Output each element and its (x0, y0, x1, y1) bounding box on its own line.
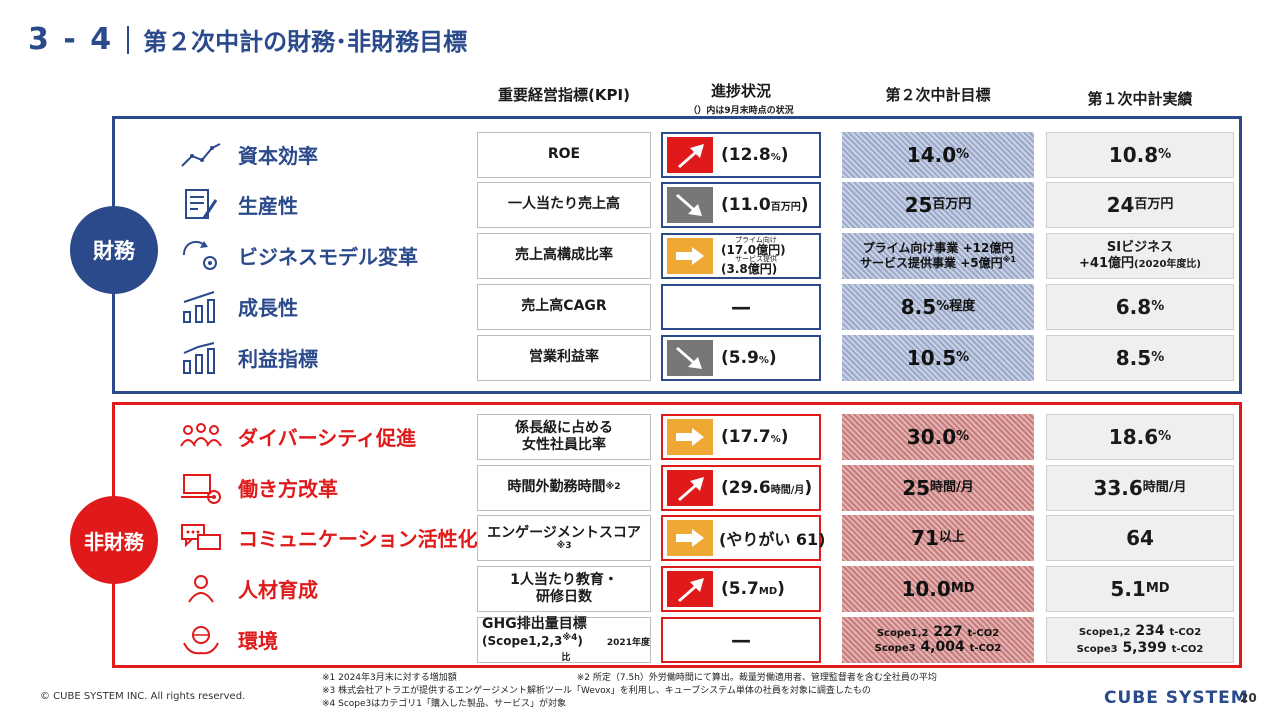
bar-trend-icon (183, 342, 215, 374)
arrow-down-icon (667, 340, 713, 376)
column-header-kpi: 重要経営指標(KPI) (498, 86, 630, 104)
category-label: 働き方改革 (238, 477, 338, 501)
document-edit-icon (185, 189, 218, 219)
table-row: 成長性 売上高CAGR — 8.5 %程度 6.8% (0, 284, 1280, 330)
table-row: 働き方改革 時間外勤務時間 ※2 (29.6時間/月) 25 時間/月 33.6 時間… (0, 465, 1280, 511)
column-header-target: 第２次中計目標 (885, 86, 991, 104)
kpi-cell: 営業利益率 (477, 335, 651, 381)
result-cell: 8.5% (1046, 335, 1234, 381)
page-number: 20 (1240, 691, 1257, 705)
target-cell: 10.5% (842, 335, 1034, 381)
arrow-up-icon (667, 137, 713, 173)
result-cell: 5.1 MD (1046, 566, 1234, 612)
column-header-result: 第１次中計実績 (1087, 90, 1193, 108)
table-row: 人材育成 1人当たり教育・ 研修日数 (5.7MD) 10.0 MD 5.1 MD (0, 566, 1280, 612)
table-row: コミュニケーション活性化 エンゲージメントスコア ※3 (やりがい 61) 71 以… (0, 515, 1280, 561)
result-cell: SIビジネス +41億円(2020年度比) (1046, 233, 1234, 279)
table-row: ダイバーシティ促進 係長級に占める 女性社員比率 (17.7%) 30.0% 18… (0, 414, 1280, 460)
category-label: 成長性 (238, 296, 298, 320)
target-cell: Scope1,2 227 t-CO2 Scope3 4,004 t-CO2 (842, 617, 1034, 663)
arrow-up-icon (667, 571, 713, 607)
kpi-cell: 売上高構成比率 (477, 233, 651, 279)
result-cell: 18.6% (1046, 414, 1234, 460)
kpi-cell: 時間外勤務時間 ※2 (477, 465, 651, 511)
person-icon (188, 575, 214, 603)
result-cell: 6.8% (1046, 284, 1234, 330)
arrow-right-icon (667, 419, 713, 455)
result-cell: 33.6 時間/月 (1046, 465, 1234, 511)
progress-subtitle: （）内は9月末時点の状況 (688, 106, 794, 116)
result-cell: 64 (1046, 515, 1234, 561)
progress-cell: — (661, 284, 821, 330)
result-cell: Scope1,2 234 t-CO2 Scope3 5,399 t-CO2 (1046, 617, 1234, 663)
target-cell: 71 以上 (842, 515, 1034, 561)
kpi-cell: 売上高CAGR (477, 284, 651, 330)
laptop-gear-icon (181, 474, 221, 504)
arrow-right-icon (667, 238, 713, 274)
category-label: 環境 (238, 629, 278, 653)
category-label: ダイバーシティ促進 (238, 426, 416, 450)
header-divider (127, 25, 130, 54)
kpi-cell: 係長級に占める 女性社員比率 (477, 414, 651, 460)
section-number: 3 - 4 (28, 22, 114, 57)
kpi-cell: 一人当たり売上高 (477, 182, 651, 228)
arrow-right-icon (667, 520, 713, 556)
kpi-cell: 1人当たり教育・ 研修日数 (477, 566, 651, 612)
table-row: ビジネスモデル変革 売上高構成比率 プライム向け (17.0億円) サービス提供… (0, 233, 1280, 279)
no-data-dash: — (731, 295, 751, 319)
globe-hands-icon (183, 626, 219, 655)
category-label: 利益指標 (238, 347, 318, 371)
arrow-up-icon (667, 470, 713, 506)
progress-cell: (11.0百万円) (661, 182, 821, 228)
kpi-cell: ROE (477, 132, 651, 178)
table-row: 環境 GHG排出量目標 (Scope1,2,3※4) 2021年度比 — Scop… (0, 616, 1280, 663)
progress-cell: プライム向け (17.0億円) サービス提供 (3.8億円) (661, 233, 821, 279)
line-chart-icon (181, 143, 221, 167)
target-cell: 8.5 %程度 (842, 284, 1034, 330)
arrow-down-icon (667, 187, 713, 223)
table-row: 生産性 一人当たり売上高 (11.0百万円) 25 百万円 24 百万円 (0, 182, 1280, 228)
category-label: 資本効率 (238, 144, 318, 168)
target-cell: 10.0 MD (842, 566, 1034, 612)
page-title: 第２次中計の財務･非財務目標 (143, 28, 468, 56)
kpi-cell: エンゲージメントスコア ※3 (477, 515, 651, 561)
progress-cell: (17.7%) (661, 414, 821, 460)
target-cell: 25 百万円 (842, 182, 1034, 228)
progress-cell: — (661, 617, 821, 663)
result-cell: 10.8% (1046, 132, 1234, 178)
people-group-icon (180, 423, 222, 447)
no-data-dash: — (731, 628, 751, 652)
progress-cell: (5.9%) (661, 335, 821, 381)
target-cell: プライム向け事業 +12億円 サービス提供事業 +5億円※1 (842, 233, 1034, 279)
progress-cell: (5.7MD) (661, 566, 821, 612)
copyright: © CUBE SYSTEM INC. All rights reserved. (40, 691, 246, 702)
progress-title: 進捗状況 (710, 82, 771, 100)
kpi-cell: GHG排出量目標 (Scope1,2,3※4) 2021年度比 (477, 616, 651, 663)
target-cell: 14.0% (842, 132, 1034, 178)
result-cell: 24 百万円 (1046, 182, 1234, 228)
cycle-gear-icon (182, 240, 217, 270)
category-label: コミュニケーション活性化 (238, 527, 478, 551)
bar-chart-icon (183, 291, 215, 323)
table-row: 利益指標 営業利益率 (5.9%) 10.5% 8.5% (0, 335, 1280, 381)
target-cell: 25 時間/月 (842, 465, 1034, 511)
category-label: 人材育成 (238, 578, 318, 602)
progress-cell: (12.8%) (661, 132, 821, 178)
page-header: 3 - 4 第２次中計の財務･非財務目標 (28, 22, 467, 57)
table-row: 資本効率 ROE (12.8%) 14.0% 10.8% (0, 132, 1280, 178)
company-logo: CUBE SYSTEM (1104, 688, 1249, 708)
chat-bubbles-icon (181, 524, 221, 550)
progress-cell: (やりがい 61) (661, 515, 825, 561)
target-cell: 30.0% (842, 414, 1034, 460)
category-label: ビジネスモデル変革 (238, 245, 418, 269)
financial-badge: 財務 (70, 206, 158, 294)
footnotes: ※1 2024年3月末に対する増加額 ※2 所定（7.5h）外労働時間にて算出。裁… (322, 673, 937, 709)
category-label: 生産性 (238, 194, 298, 218)
non-financial-badge: 非財務 (70, 496, 158, 584)
progress-cell: (29.6時間/月) (661, 465, 821, 511)
column-header-progress: 進捗状況 （）内は9月末時点の状況 (656, 80, 826, 116)
